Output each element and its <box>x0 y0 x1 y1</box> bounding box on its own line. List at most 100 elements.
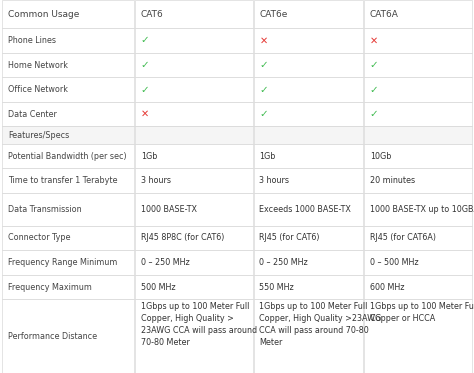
Bar <box>2 126 134 144</box>
Text: Potential Bandwidth (per sec): Potential Bandwidth (per sec) <box>8 151 127 160</box>
Text: 1Gbps up to 100 Meter Full
Copper, High Quality >23AWG
CCA will pass around 70-8: 1Gbps up to 100 Meter Full Copper, High … <box>259 302 382 347</box>
Text: RJ45 (for CAT6): RJ45 (for CAT6) <box>259 233 320 242</box>
Bar <box>254 299 363 373</box>
Text: 1Gb: 1Gb <box>259 151 276 160</box>
Text: 10Gb: 10Gb <box>370 151 391 160</box>
Bar <box>2 226 134 250</box>
Text: 1000 BASE-TX up to 10GBASE-T: 1000 BASE-TX up to 10GBASE-T <box>370 205 474 214</box>
Text: Performance Distance: Performance Distance <box>8 332 97 341</box>
Text: Data Transmission: Data Transmission <box>8 205 82 214</box>
Text: ✓: ✓ <box>141 85 149 95</box>
Text: ✓: ✓ <box>259 109 268 119</box>
Bar <box>364 275 472 299</box>
Bar <box>254 193 363 226</box>
Bar <box>364 144 472 168</box>
Bar <box>254 53 363 77</box>
Text: ✓: ✓ <box>259 60 268 70</box>
Text: Connector Type: Connector Type <box>8 233 71 242</box>
Text: ✕: ✕ <box>370 35 378 46</box>
Bar <box>364 102 472 126</box>
Text: 20 minutes: 20 minutes <box>370 176 415 185</box>
Text: 500 MHz: 500 MHz <box>141 282 175 292</box>
Text: CAT6A: CAT6A <box>370 10 399 19</box>
Bar <box>135 102 253 126</box>
Text: 0 – 250 MHz: 0 – 250 MHz <box>259 258 308 267</box>
Text: 3 hours: 3 hours <box>259 176 289 185</box>
Text: ✓: ✓ <box>141 60 149 70</box>
Text: Frequency Range Minimum: Frequency Range Minimum <box>8 258 118 267</box>
Bar <box>2 193 134 226</box>
Bar <box>2 275 134 299</box>
Bar <box>364 299 472 373</box>
Bar <box>2 102 134 126</box>
Text: 0 – 250 MHz: 0 – 250 MHz <box>141 258 190 267</box>
Text: 1Gbps up to 100 Meter Full
Copper or HCCA: 1Gbps up to 100 Meter Full Copper or HCC… <box>370 302 474 323</box>
Text: 0 – 500 MHz: 0 – 500 MHz <box>370 258 419 267</box>
Bar <box>2 0 134 28</box>
Bar <box>135 0 253 28</box>
Bar <box>254 0 363 28</box>
Bar <box>135 28 253 53</box>
Bar <box>254 275 363 299</box>
Text: Data Center: Data Center <box>8 110 57 119</box>
Text: 1Gb: 1Gb <box>141 151 157 160</box>
Text: ✓: ✓ <box>259 85 268 95</box>
Bar <box>135 53 253 77</box>
Bar <box>254 144 363 168</box>
Bar <box>135 77 253 102</box>
Bar <box>135 299 253 373</box>
Text: RJ45 8P8C (for CAT6): RJ45 8P8C (for CAT6) <box>141 233 224 242</box>
Text: 1Gbps up to 100 Meter Full
Copper, High Quality >
23AWG CCA will pass around
70-: 1Gbps up to 100 Meter Full Copper, High … <box>141 302 257 347</box>
Bar <box>135 193 253 226</box>
Bar <box>254 77 363 102</box>
Text: Common Usage: Common Usage <box>8 10 80 19</box>
Text: 600 MHz: 600 MHz <box>370 282 404 292</box>
Bar <box>2 28 134 53</box>
Bar <box>364 53 472 77</box>
Bar <box>254 226 363 250</box>
Bar <box>254 28 363 53</box>
Text: ✕: ✕ <box>141 109 149 119</box>
Bar <box>135 250 253 275</box>
Bar <box>135 168 253 193</box>
Bar <box>254 102 363 126</box>
Bar <box>2 299 134 373</box>
Bar <box>364 168 472 193</box>
Text: ✓: ✓ <box>370 109 378 119</box>
Bar <box>2 250 134 275</box>
Bar <box>2 144 134 168</box>
Bar <box>2 53 134 77</box>
Bar <box>364 0 472 28</box>
Text: ✓: ✓ <box>141 35 149 46</box>
Text: Frequency Maximum: Frequency Maximum <box>8 282 92 292</box>
Bar <box>364 126 472 144</box>
Text: ✓: ✓ <box>370 60 378 70</box>
Bar <box>364 193 472 226</box>
Bar <box>364 250 472 275</box>
Text: Exceeds 1000 BASE-TX: Exceeds 1000 BASE-TX <box>259 205 351 214</box>
Text: Features/Specs: Features/Specs <box>8 131 69 140</box>
Bar <box>2 77 134 102</box>
Text: Time to transfer 1 Terabyte: Time to transfer 1 Terabyte <box>8 176 118 185</box>
Bar <box>364 28 472 53</box>
Bar <box>364 226 472 250</box>
Text: Phone Lines: Phone Lines <box>8 36 56 45</box>
Bar <box>135 226 253 250</box>
Bar <box>364 77 472 102</box>
Bar <box>254 126 363 144</box>
Text: Office Network: Office Network <box>8 85 68 94</box>
Text: CAT6: CAT6 <box>141 10 164 19</box>
Text: ✓: ✓ <box>370 85 378 95</box>
Text: 3 hours: 3 hours <box>141 176 171 185</box>
Text: RJ45 (for CAT6A): RJ45 (for CAT6A) <box>370 233 436 242</box>
Text: 550 MHz: 550 MHz <box>259 282 294 292</box>
Text: Home Network: Home Network <box>8 60 68 69</box>
Text: ✕: ✕ <box>259 35 267 46</box>
Bar <box>2 168 134 193</box>
Bar <box>254 168 363 193</box>
Bar <box>135 144 253 168</box>
Bar <box>135 275 253 299</box>
Text: 1000 BASE-TX: 1000 BASE-TX <box>141 205 197 214</box>
Bar <box>135 126 253 144</box>
Text: CAT6e: CAT6e <box>259 10 288 19</box>
